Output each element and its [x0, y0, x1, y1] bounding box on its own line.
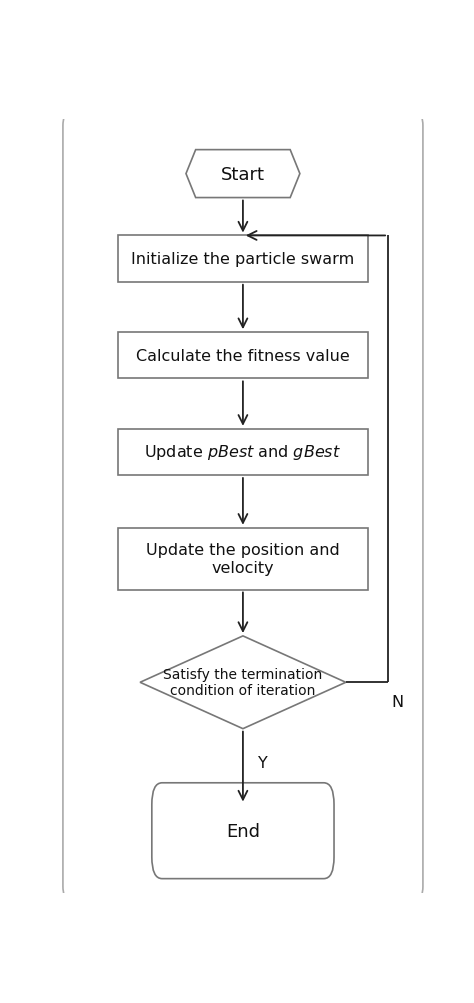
Text: Update the position and
velocity: Update the position and velocity — [146, 543, 340, 575]
Text: Initialize the particle swarm: Initialize the particle swarm — [131, 252, 355, 267]
Text: Y: Y — [258, 755, 268, 770]
Text: Update $\mathit{pBest}$ and $\mathit{gBest}$: Update $\mathit{pBest}$ and $\mathit{gBe… — [145, 443, 341, 462]
FancyBboxPatch shape — [152, 783, 334, 879]
FancyBboxPatch shape — [118, 429, 368, 475]
Text: Calculate the fitness value: Calculate the fitness value — [136, 348, 350, 363]
FancyBboxPatch shape — [118, 333, 368, 379]
Text: Start: Start — [221, 165, 265, 184]
FancyBboxPatch shape — [118, 237, 368, 283]
Text: N: N — [392, 694, 404, 709]
FancyBboxPatch shape — [63, 115, 423, 898]
Text: End: End — [226, 821, 260, 840]
Polygon shape — [186, 150, 300, 199]
FancyBboxPatch shape — [118, 529, 368, 590]
Text: Satisfy the termination
condition of iteration: Satisfy the termination condition of ite… — [164, 668, 322, 698]
Polygon shape — [140, 636, 346, 729]
